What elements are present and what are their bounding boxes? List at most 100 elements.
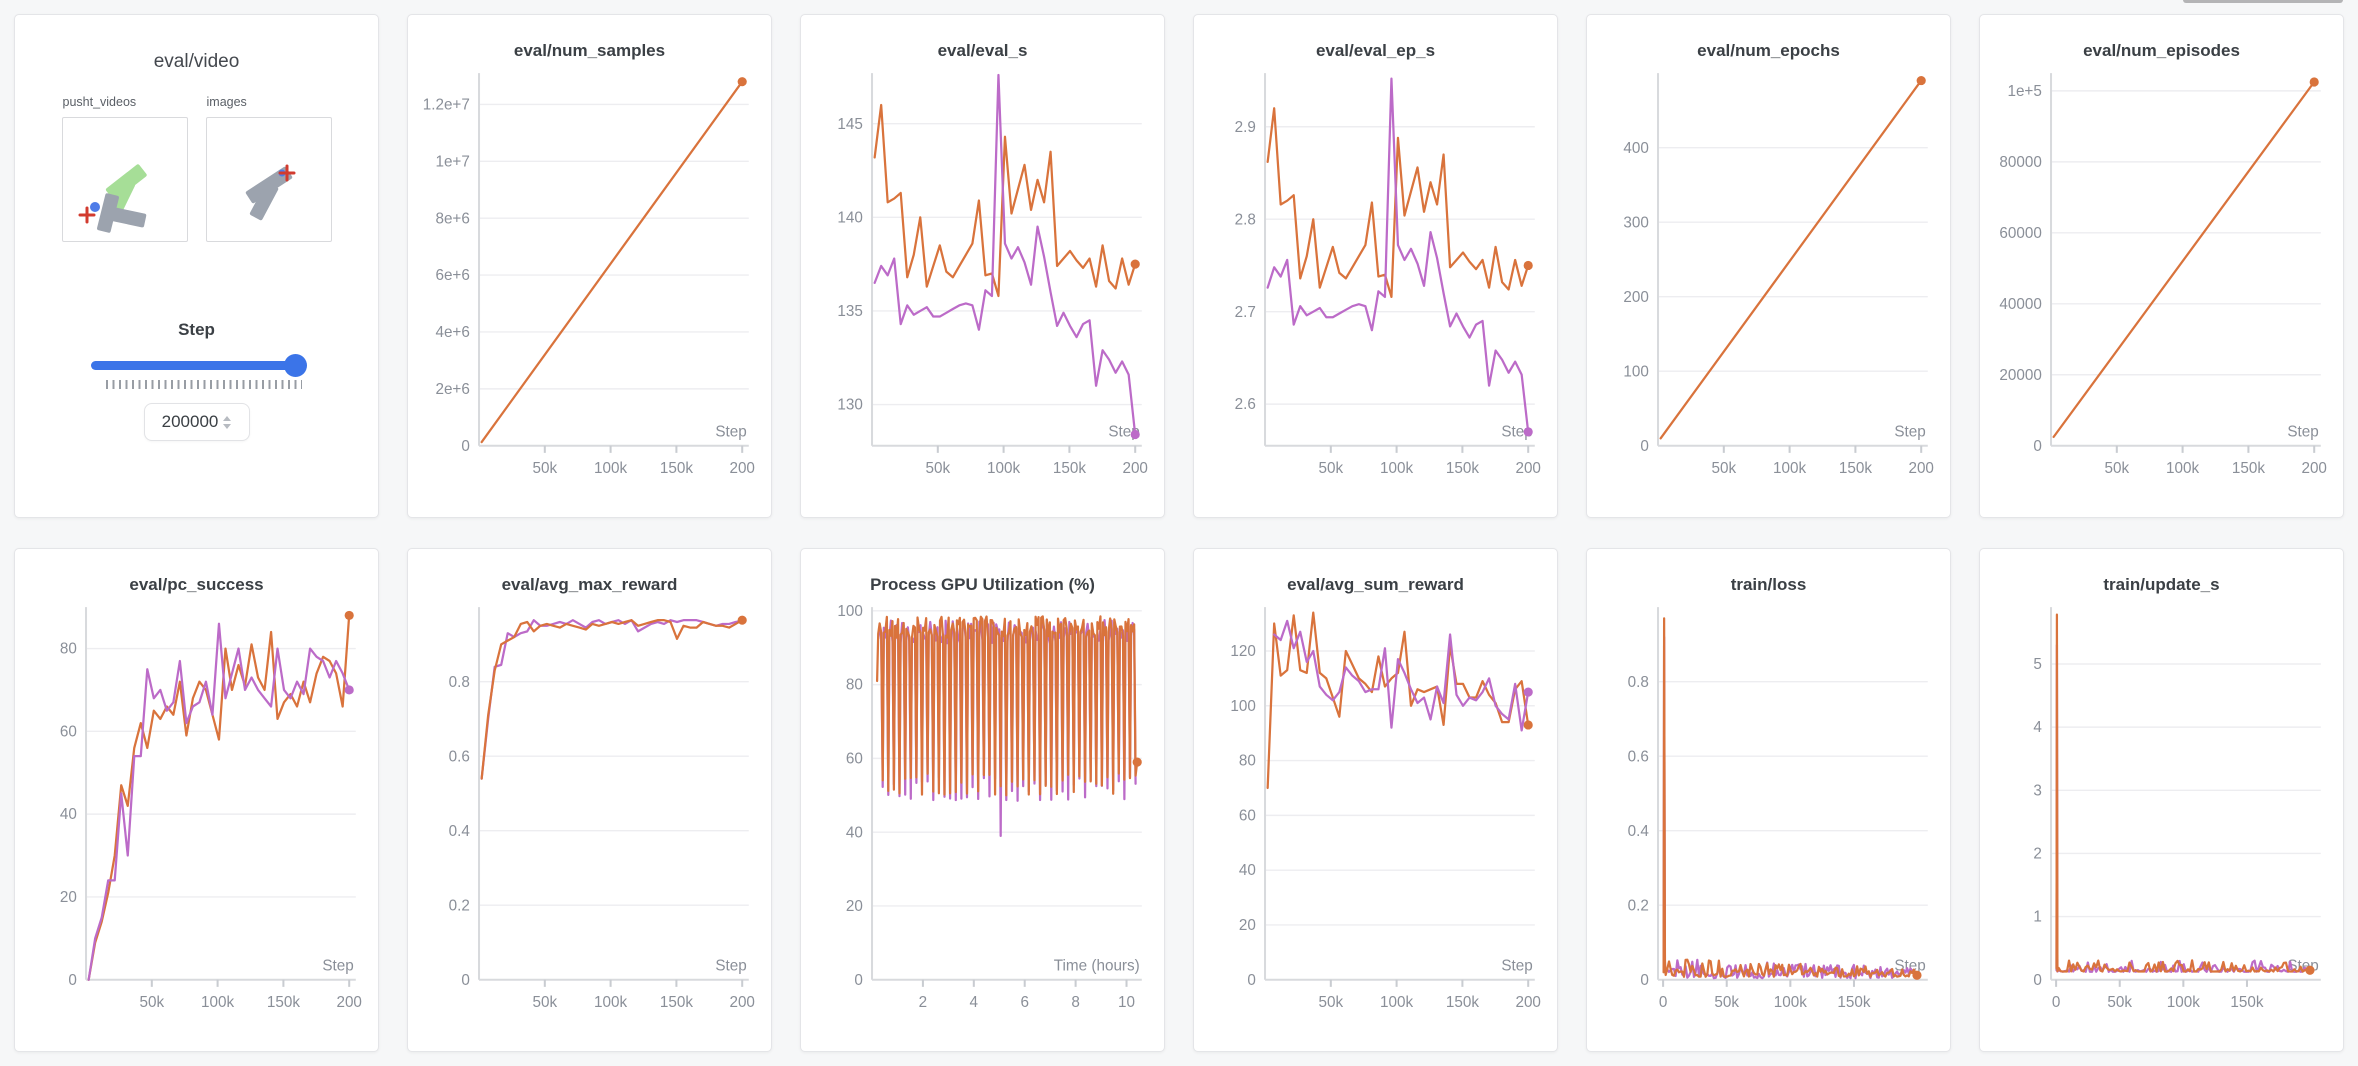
- chart-plot[interactable]: 0 0.2 0.4 0.6 0.8 50k 100k 150k 200 Step: [422, 599, 761, 1025]
- chart-panel-eval-eval-s[interactable]: eval/eval_s 130 135 140 145 50k 100k 150k 200 St…: [800, 14, 1165, 518]
- svg-text:20: 20: [1239, 917, 1256, 934]
- purple-series-line: [87, 622, 351, 981]
- svg-text:0: 0: [1247, 972, 1256, 989]
- goal-cross: [78, 206, 95, 224]
- chart-plot[interactable]: 0 2e+6 4e+6 6e+6 8e+6 1e+7 1.2e+7 50k 100k 150k 20…: [422, 65, 761, 491]
- svg-text:2.9: 2.9: [1235, 119, 1256, 136]
- media-panel-eval-video[interactable]: eval/video pusht_videos: [14, 14, 379, 518]
- purple-series-line: [1662, 635, 1915, 980]
- chart-plot[interactable]: 0 20 40 60 80 100 2 4 6 8 10 Time (hours): [815, 599, 1154, 1025]
- svg-text:20000: 20000: [1999, 367, 2041, 384]
- svg-text:100: 100: [1230, 698, 1255, 715]
- svg-text:2e+6: 2e+6: [435, 381, 469, 398]
- svg-text:80: 80: [60, 641, 77, 658]
- chart-panel-eval-pc-success[interactable]: eval/pc_success 0 20 40 60 80 50k 100k 150k 200 S…: [14, 548, 379, 1052]
- step-value-input[interactable]: 200000: [143, 403, 250, 441]
- svg-text:150k: 150k: [1837, 994, 1870, 1011]
- svg-text:100k: 100k: [1774, 994, 1807, 1011]
- svg-text:150k: 150k: [2232, 460, 2265, 477]
- svg-text:6e+6: 6e+6: [435, 267, 469, 284]
- step-slider-label: Step: [178, 320, 215, 339]
- svg-text:200: 200: [729, 460, 754, 477]
- step-slider-ruler: [105, 380, 302, 389]
- panel-grid: eval/video pusht_videos: [14, 14, 2344, 1052]
- chart-plot[interactable]: 0 20000 40000 60000 80000 1e+5 50k 100k 150k 200 S…: [1994, 65, 2333, 491]
- svg-text:100k: 100k: [1773, 460, 1806, 477]
- chart-panel-eval-eval-ep-s[interactable]: eval/eval_ep_s 2.6 2.7 2.8 2.9 50k 100k 150k 20…: [1193, 14, 1558, 518]
- orange-endpoint-dot: [737, 77, 747, 87]
- pusht-video-thumbnail[interactable]: [61, 117, 188, 242]
- svg-text:50k: 50k: [1318, 994, 1343, 1011]
- chart-plot[interactable]: 0 100 200 300 400 50k 100k 150k 200 Step: [1601, 65, 1940, 491]
- purple-endpoint-dot: [1523, 687, 1533, 697]
- step-slider-track[interactable]: [90, 361, 303, 370]
- chart-panel-eval-avg-max-reward[interactable]: eval/avg_max_reward 0 0.2 0.4 0.6 0.8 50k 100k…: [407, 548, 772, 1052]
- chart-plot[interactable]: 2.6 2.7 2.8 2.9 50k 100k 150k 200 Step: [1208, 65, 1547, 491]
- svg-text:100k: 100k: [201, 994, 234, 1011]
- orange-series-line: [1659, 79, 1923, 440]
- chart-title: eval/pc_success: [129, 575, 264, 594]
- svg-text:150k: 150k: [2230, 994, 2263, 1011]
- svg-text:2.8: 2.8: [1235, 211, 1256, 228]
- step-slider-thumb[interactable]: [283, 354, 307, 377]
- svg-text:150k: 150k: [1839, 460, 1872, 477]
- image-thumbnail[interactable]: [205, 117, 332, 242]
- svg-text:1: 1: [2033, 909, 2042, 926]
- chart-panel-eval-num-epochs[interactable]: eval/num_epochs 0 100 200 300 400 50k 100k 150k…: [1586, 14, 1951, 518]
- svg-text:40: 40: [846, 824, 863, 841]
- svg-text:150k: 150k: [267, 994, 300, 1011]
- purple-series-line: [873, 73, 1137, 436]
- orange-series-line: [1266, 107, 1530, 299]
- purple-series-line: [480, 619, 744, 780]
- chart-panel-eval-avg-sum-reward[interactable]: eval/avg_sum_reward 0 20 40 60 80 100 120 50k 10…: [1193, 548, 1558, 1052]
- svg-text:1.2e+7: 1.2e+7: [423, 97, 470, 114]
- orange-endpoint-dot: [1523, 720, 1533, 730]
- chart-title: train/loss: [1730, 575, 1807, 594]
- svg-text:135: 135: [837, 303, 862, 320]
- chart-panel-eval-num-episodes[interactable]: eval/num_episodes 0 20000 40000 60000 80000 1…: [1979, 14, 2344, 518]
- svg-text:0.8: 0.8: [1628, 674, 1649, 691]
- chart-panel-train-update-s[interactable]: train/update_s 0 1 2 3 4 5 0 50k 100k 150k Step: [1979, 548, 2344, 1052]
- chart-plot[interactable]: 0 20 40 60 80 100 120 50k 100k 150k 200 Step: [1208, 599, 1547, 1025]
- svg-text:120: 120: [1230, 643, 1255, 660]
- svg-text:200: 200: [1623, 289, 1648, 306]
- goal-cross: [278, 164, 295, 182]
- svg-text:0: 0: [2033, 438, 2042, 455]
- svg-text:100k: 100k: [2166, 460, 2199, 477]
- svg-text:100k: 100k: [1380, 994, 1413, 1011]
- chart-title: eval/num_epochs: [1697, 41, 1840, 60]
- svg-text:10: 10: [1118, 994, 1135, 1011]
- x-axis-label: Time (hours): [1054, 958, 1140, 975]
- svg-text:150k: 150k: [1446, 460, 1479, 477]
- svg-text:200: 200: [1122, 460, 1147, 477]
- chart-panel-eval-num-samples[interactable]: eval/num_samples 0 2e+6 4e+6 6e+6 8e+6 1e+7 1.…: [407, 14, 772, 518]
- orange-series-line: [1266, 611, 1530, 790]
- step-increment-icon[interactable]: [223, 415, 232, 421]
- chart-panel-train-loss[interactable]: train/loss 0 0.2 0.4 0.6 0.8 0 50k 100k 150k Step: [1586, 548, 1951, 1052]
- chart-plot[interactable]: 0 20 40 60 80 50k 100k 150k 200 Step: [29, 599, 368, 1025]
- svg-text:4e+6: 4e+6: [435, 324, 469, 341]
- svg-text:100k: 100k: [2167, 994, 2200, 1011]
- purple-endpoint-dot: [344, 685, 354, 695]
- svg-text:80000: 80000: [1999, 154, 2041, 171]
- step-slider[interactable]: [90, 354, 307, 377]
- chart-panel-process-gpu-utilization[interactable]: Process GPU Utilization (%) 0 20 40 60 80 100…: [800, 548, 1165, 1052]
- step-value: 200000: [161, 412, 219, 431]
- svg-text:200: 200: [1908, 460, 1933, 477]
- x-axis-label: Step: [715, 424, 746, 441]
- step-decrement-icon[interactable]: [223, 423, 232, 429]
- step-stepper[interactable]: [223, 415, 232, 429]
- svg-text:0: 0: [1640, 972, 1649, 989]
- svg-text:1e+7: 1e+7: [435, 153, 469, 170]
- x-axis-label: Step: [322, 958, 353, 975]
- chart-title: Process GPU Utilization (%): [870, 575, 1095, 594]
- svg-text:150k: 150k: [1053, 460, 1086, 477]
- orange-series-line: [873, 103, 1137, 298]
- orange-series-line: [875, 615, 1139, 797]
- scrolled-panel-edge: [2183, 0, 2343, 3]
- svg-text:8: 8: [1071, 994, 1080, 1011]
- svg-text:20: 20: [60, 889, 77, 906]
